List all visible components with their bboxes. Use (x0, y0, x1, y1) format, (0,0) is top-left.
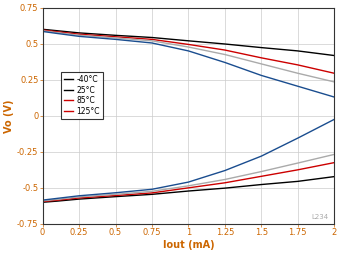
25°C (259, 56, 263, 59)
-40°C (41, 28, 45, 31)
125°C (259, 74, 263, 77)
85°C (187, 45, 191, 49)
25°C (114, 35, 118, 38)
-40°C (223, 42, 227, 45)
25°C (150, 38, 154, 41)
85°C (41, 29, 45, 32)
125°C (77, 35, 81, 38)
85°C (223, 53, 227, 56)
-40°C (150, 36, 154, 39)
X-axis label: Iout (mA): Iout (mA) (163, 240, 214, 250)
-40°C (114, 34, 118, 37)
125°C (296, 85, 300, 88)
-40°C (296, 49, 300, 52)
-40°C (259, 46, 263, 49)
85°C (259, 62, 263, 66)
85°C (332, 80, 336, 83)
25°C (332, 72, 336, 75)
85°C (150, 39, 154, 42)
125°C (114, 38, 118, 41)
125°C (55, 32, 59, 35)
125°C (150, 41, 154, 44)
-40°C (332, 54, 336, 57)
-40°C (55, 29, 59, 32)
25°C (296, 63, 300, 66)
125°C (332, 96, 336, 99)
85°C (77, 34, 81, 37)
125°C (187, 49, 191, 52)
Y-axis label: Vo (V): Vo (V) (4, 99, 14, 133)
25°C (77, 33, 81, 36)
85°C (55, 31, 59, 34)
25°C (55, 30, 59, 33)
85°C (296, 72, 300, 75)
25°C (223, 49, 227, 52)
Line: 125°C: 125°C (43, 31, 334, 97)
25°C (41, 28, 45, 31)
Line: 25°C: 25°C (43, 30, 334, 73)
85°C (114, 36, 118, 39)
Legend: -40°C, 25°C, 85°C, 125°C: -40°C, 25°C, 85°C, 125°C (61, 72, 103, 119)
Line: -40°C: -40°C (43, 29, 334, 56)
-40°C (187, 39, 191, 42)
125°C (223, 61, 227, 64)
Text: L234: L234 (311, 214, 328, 219)
25°C (187, 43, 191, 46)
125°C (41, 30, 45, 33)
-40°C (77, 31, 81, 34)
Line: 85°C: 85°C (43, 31, 334, 82)
